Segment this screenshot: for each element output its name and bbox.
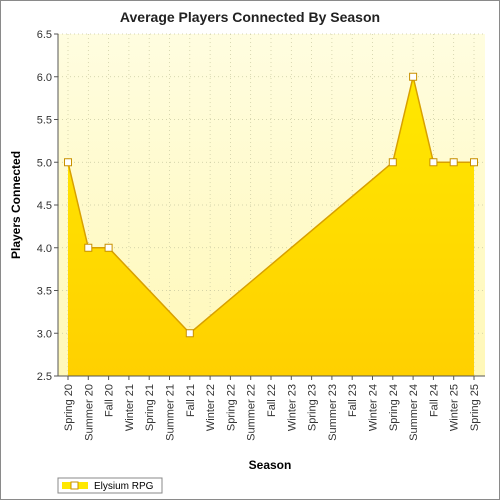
y-tick-label: 5.5 [37,115,52,127]
x-tick-label: Spring 20 [63,384,75,431]
x-tick-label: Winter 25 [449,384,461,431]
data-point [409,72,418,81]
y-tick-label: 4.0 [37,243,52,255]
x-axis-label: Season [249,458,292,472]
x-tick-label: Spring 22 [225,384,237,431]
x-tick-label: Spring 21 [144,384,156,431]
y-tick-label: 2.5 [37,371,52,383]
x-tick-label: Spring 23 [307,384,319,431]
x-tick-label: Fall 21 [185,384,197,417]
x-tick-label: Summer 24 [408,384,420,441]
legend-label: Elysium RPG [94,481,154,492]
data-point [470,158,478,167]
x-tick-label: Fall 24 [428,384,440,417]
series-area-fill [68,76,474,376]
y-tick-label: 6.0 [37,72,52,84]
x-tick-label: Summer 22 [246,384,258,441]
x-tick-label: Winter 22 [205,384,217,431]
chart-title: Average Players Connected By Season [120,9,380,25]
x-ticks: Spring 20 Summer 20 Fall 20 Winter 21 Spring… [63,376,481,441]
data-point [449,158,458,167]
data-point [185,329,194,338]
data-point [429,158,438,167]
x-tick-label: Spring 25 [469,384,481,431]
y-tick-label: 3.5 [37,286,52,298]
legend: Elysium RPG [57,477,163,494]
y-tick-label: 6.5 [37,29,52,41]
y-tick-label: 4.5 [37,200,52,212]
x-tick-label: Fall 22 [266,384,278,417]
series-points [64,72,478,338]
x-tick-label: Fall 23 [347,384,359,417]
x-tick-label: Summer 20 [83,384,95,441]
y-tick-label: 3.0 [37,328,52,340]
data-point [84,243,93,252]
y-axis-label: Players Connected [9,151,23,259]
x-tick-label: Winter 21 [124,384,136,431]
data-point [388,158,397,167]
y-ticks: 2.5 3.0 3.5 4.0 4.5 5.0 5.5 6.0 6.5 [37,29,58,383]
data-point [104,243,113,252]
legend-box [57,477,163,494]
x-tick-label: Summer 23 [327,384,339,441]
legend-marker [70,481,79,490]
x-tick-label: Winter 23 [286,384,298,431]
x-tick-label: Spring 24 [388,384,400,431]
x-tick-label: Winter 24 [368,384,380,431]
x-tick-label: Fall 20 [104,384,116,417]
y-tick-label: 5.0 [37,157,52,169]
x-tick-label: Summer 21 [165,384,177,441]
data-point [64,158,72,167]
